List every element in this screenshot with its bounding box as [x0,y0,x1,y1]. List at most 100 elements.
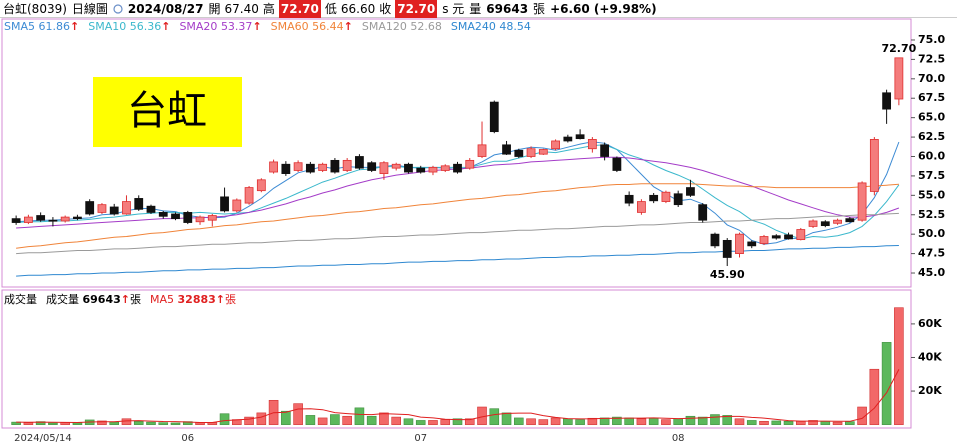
legend-name: SMA5 [4,20,35,33]
quote-label: 高 [262,1,275,16]
y-tick-label: 57.5 [918,169,945,182]
y-tick-label: 45.0 [918,266,945,279]
volume-bar [305,415,316,425]
sma-line [16,212,899,255]
volume-bar [489,408,500,425]
legend-item: SMA10 56.36↑ [88,20,170,33]
legend-arrow: ↑ [120,293,130,306]
candle-body [722,239,732,258]
candle-body [514,149,524,157]
volume-bar [710,414,720,425]
volume-bar [673,418,683,425]
legend-value: 52.68 [410,20,442,33]
legend-value: 61.86 [38,20,71,33]
volume-bar [452,418,463,425]
candle-body [244,187,254,204]
candle-body [686,187,695,196]
y-tick-label: 62.5 [918,130,945,143]
volume-bar [612,416,622,425]
volume-bar [293,403,303,425]
candle-body [673,193,683,206]
candle-body [73,216,82,220]
y-tick-label: 60.0 [918,149,945,162]
price-legend: SMA5 61.86↑ SMA10 56.36↑ SMA20 53.37↑ SMA60… [4,20,531,33]
volume-bar [342,415,352,425]
volume-bar [97,420,107,425]
calendar-icon[interactable] [113,3,123,14]
candle-body [698,204,708,221]
volume-bar [219,413,230,425]
volume-bar [354,407,365,425]
candle-body [538,149,548,155]
candle-body [220,196,229,212]
volume-bar [121,418,132,425]
candle-body [367,162,377,171]
volume-bar [746,420,757,425]
candle-body [48,219,58,222]
legend-arrow: ↑ [215,293,226,306]
candle-body [440,165,450,171]
volume-unit: 張 [533,1,546,16]
volume-bar [697,416,708,425]
volume-bar [575,419,585,425]
legend-arrow: ↑ [343,20,353,33]
candle-body [183,212,193,223]
change: +6.60 (+9.98%) [550,1,657,16]
volume-bar [783,420,794,425]
volume-title: 成交量 [4,293,37,306]
unit: s 元 [442,1,465,16]
legend-arrow: ↑ [161,20,171,33]
sma-line [16,245,899,277]
y-tick-label: 47.5 [918,247,945,260]
candle-body [330,159,340,173]
legend-value: 56.36 [129,20,162,33]
volume-bar [869,368,880,425]
candle-body [796,229,806,241]
volume-ma-line [16,369,900,424]
quote-label: 低 [324,1,337,16]
volume-bar [587,417,598,425]
x-tick-label: 06 [181,433,194,444]
volume-bar [624,417,634,425]
volume-bar [894,307,904,425]
quote-value: 72.70 [278,0,321,18]
volume-bar [538,419,549,425]
volume-bar [109,421,120,425]
legend-value: 53.37 [220,20,253,33]
candle-body [489,101,499,133]
candle-body [477,144,487,157]
volume-bar [795,420,806,425]
candle-body [109,206,119,215]
candle-body [146,205,156,213]
candle-body [784,234,793,240]
candle-body [624,194,634,204]
legend-value: 69643 [82,293,121,306]
volume-bar [661,419,671,425]
candle-body [759,236,769,244]
volume-bar [391,416,401,425]
quote-value: 66.60 [340,1,376,16]
candle-body [735,233,744,254]
volume-bar [317,417,328,425]
candle-body [379,162,389,174]
candle-body [869,139,879,192]
volume-bar [501,412,512,425]
date: 2024/08/27 [127,1,204,16]
legend-name: SMA10 [88,20,127,33]
candle-body [575,134,585,140]
legend-name: SMA120 [361,20,407,33]
legend-item: 成交量 69643↑張 [46,291,141,307]
candle-body [526,148,536,157]
candle-body [649,194,659,202]
candle-body [894,57,904,100]
x-tick-label: 08 [672,433,685,444]
legend-unit: 張 [225,293,237,306]
candle-body [158,212,168,217]
quote-label: 收 [379,1,392,16]
candle-body [808,220,818,227]
legend-arrow: ↑ [70,20,80,33]
volume-bar [281,410,291,425]
quote-value: 67.40 [224,1,259,16]
